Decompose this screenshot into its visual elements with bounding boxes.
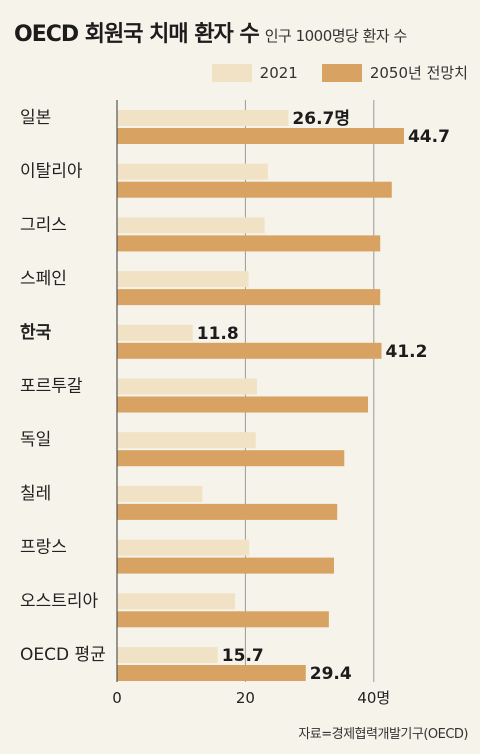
bar-2021 xyxy=(117,324,193,341)
bar-2050 xyxy=(117,235,381,252)
legend-item-2050: 2050년 전망치 xyxy=(321,62,468,83)
bar-2021 xyxy=(117,485,203,502)
x-tick-label: 0 xyxy=(112,689,122,707)
x-tick-label: 40명 xyxy=(357,689,390,707)
category-label: OECD 평균 xyxy=(20,645,106,665)
bar-2021 xyxy=(117,378,257,395)
category-label: 스페인 xyxy=(20,269,67,289)
bar-2050 xyxy=(117,557,334,574)
category-label: 그리스 xyxy=(20,215,67,235)
data-label: 11.8 xyxy=(197,324,239,344)
category-label: 독일 xyxy=(20,430,51,450)
legend-label-2050: 2050년 전망치 xyxy=(369,64,468,82)
legend-swatch-2050 xyxy=(321,63,362,82)
category-label: 칠레 xyxy=(20,484,51,504)
source-note: 자료=경제협력개발기구(OECD) xyxy=(298,727,468,742)
bar-2021 xyxy=(117,593,236,610)
chart-title: OECD 회원국 치매 환자 수 xyxy=(14,22,260,47)
category-label: 오스트리아 xyxy=(20,591,99,611)
category-label: 한국 xyxy=(20,323,52,343)
bar-2050 xyxy=(117,128,404,144)
bar-2050 xyxy=(117,450,345,467)
x-tick-label: 20 xyxy=(236,689,255,707)
data-label: 15.7 xyxy=(222,646,264,666)
title-row: OECD 회원국 치매 환자 수 인구 1000명당 환자 수 xyxy=(14,16,407,48)
legend-label-2021: 2021 xyxy=(259,63,298,82)
bar-2021 xyxy=(117,271,249,288)
bar-2050 xyxy=(117,611,329,628)
chart-subtitle: 인구 1000명당 환자 수 xyxy=(264,27,408,45)
bar-2050 xyxy=(117,396,369,413)
category-label: 포르투갈 xyxy=(20,377,83,397)
legend: 2021 2050년 전망치 xyxy=(211,62,468,83)
bar-2021 xyxy=(117,163,268,180)
data-label: 44.7 xyxy=(408,127,450,147)
bar-2050 xyxy=(117,289,381,306)
category-label: 프랑스 xyxy=(20,538,67,558)
category-label: 이탈리아 xyxy=(20,162,83,182)
data-label: 29.4 xyxy=(310,664,352,684)
bar-2021 xyxy=(117,217,265,234)
bar-2021 xyxy=(117,110,289,126)
bar-2021 xyxy=(117,539,250,556)
bar-2021 xyxy=(117,432,256,449)
bar-2050 xyxy=(117,181,392,198)
legend-swatch-2021 xyxy=(211,63,252,82)
data-label: 41.2 xyxy=(386,342,428,362)
bar-2050 xyxy=(117,665,306,681)
bar-2050 xyxy=(117,503,338,520)
bar-2021 xyxy=(117,647,218,663)
legend-item-2021: 2021 xyxy=(211,63,298,82)
category-label: 일본 xyxy=(20,108,51,128)
bar-2050 xyxy=(117,342,382,359)
data-label: 26.7명 xyxy=(292,109,350,129)
